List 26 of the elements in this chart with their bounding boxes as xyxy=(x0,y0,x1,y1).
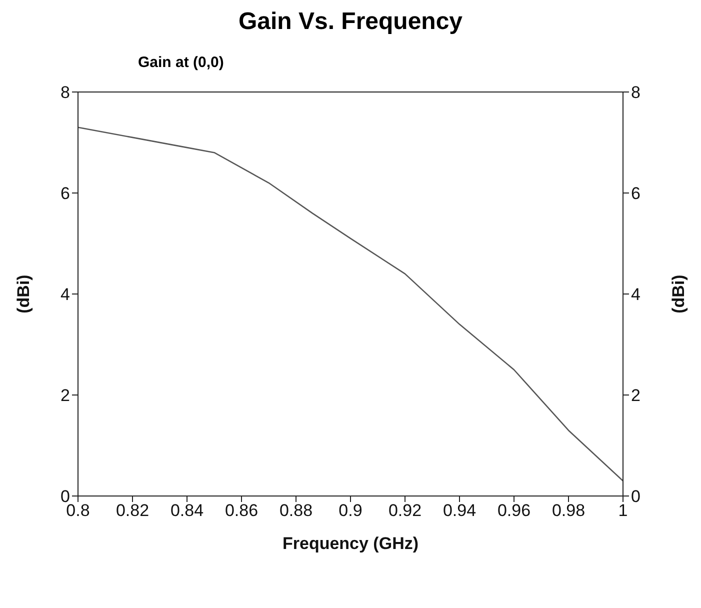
line-series xyxy=(78,126,623,482)
x-tick-label: 0.92 xyxy=(388,501,422,520)
y2-tick-label: 4 xyxy=(631,285,640,304)
y2-tick-label: 0 xyxy=(631,487,640,506)
y-tick-label: 4 xyxy=(60,285,70,304)
x-tick-label: 0.84 xyxy=(170,501,204,520)
x-tick-label: 0.98 xyxy=(552,501,586,520)
y-tick-label: 6 xyxy=(60,184,70,204)
y-tick-label: 2 xyxy=(60,386,70,406)
x-tick-label: 0.94 xyxy=(442,501,476,520)
x-tick-label: 1 xyxy=(618,501,628,520)
x-tick-label: 0.9 xyxy=(338,501,362,520)
y2-tick-label: 6 xyxy=(631,184,640,204)
y2-axis-title: (dBi) xyxy=(669,274,688,314)
x-tick-label: 0.82 xyxy=(116,501,150,520)
y2-tick-label: 8 xyxy=(631,83,640,102)
y-tick-label: 8 xyxy=(60,83,70,102)
y-axis-title: (dBi) xyxy=(14,274,34,314)
x-tick-label: 0.88 xyxy=(279,501,313,520)
x-tick-label: 0.96 xyxy=(497,501,531,520)
x-tick-label: 0.8 xyxy=(66,501,90,520)
chart-title: Gain Vs. Frequency xyxy=(237,8,464,36)
x-axis-title: Frequency (GHz) xyxy=(282,534,419,553)
x-tick-label: 0.86 xyxy=(224,501,258,520)
chart-subtitle: Gain at (0,0) xyxy=(138,54,225,71)
y2-tick-label: 2 xyxy=(631,386,640,406)
